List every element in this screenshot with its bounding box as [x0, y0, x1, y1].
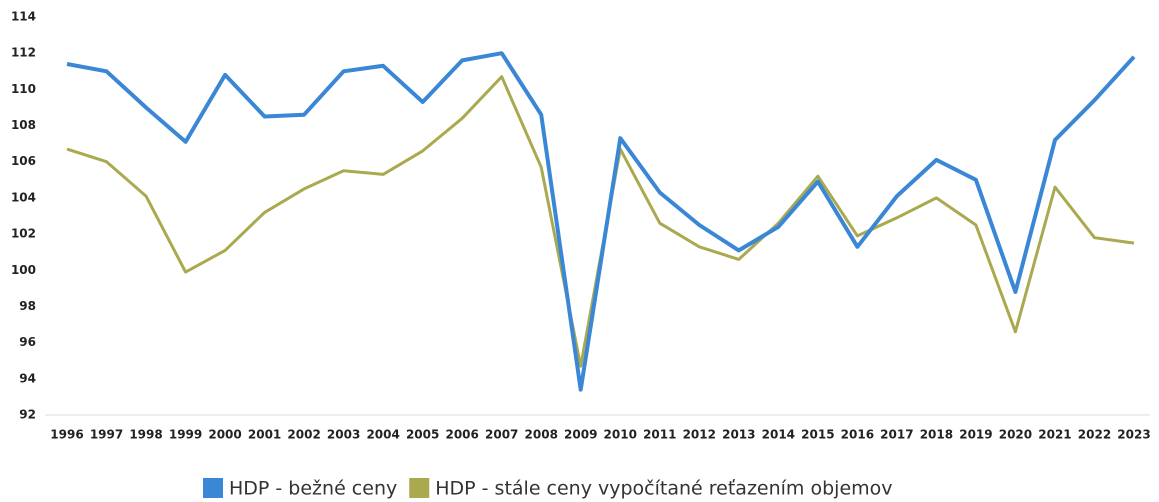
x-tick-label: 2013	[722, 428, 755, 442]
x-tick-label: 2002	[287, 428, 320, 442]
x-tick-label: 2015	[801, 428, 834, 442]
legend-label: HDP - stále ceny vypočítané reťazením ob…	[435, 478, 892, 500]
x-tick-label: 2001	[248, 428, 281, 442]
y-tick-label: 114	[11, 10, 36, 24]
x-tick-label: 2023	[1117, 428, 1150, 442]
x-tick-label: 2007	[485, 428, 518, 442]
x-tick-label: 1997	[90, 428, 123, 442]
x-tick-label: 2014	[762, 428, 795, 442]
y-tick-label: 94	[19, 371, 36, 385]
x-tick-label: 1996	[50, 428, 83, 442]
x-tick-label: 2010	[604, 428, 637, 442]
legend-swatch	[203, 478, 223, 498]
x-tick-label: 2006	[445, 428, 478, 442]
x-tick-label: 2009	[564, 428, 597, 442]
y-tick-label: 96	[19, 335, 36, 349]
x-tick-label: 2018	[920, 428, 953, 442]
x-tick-label: 2012	[683, 428, 716, 442]
y-tick-label: 98	[19, 299, 36, 313]
legend-label: HDP - bežné ceny	[229, 478, 397, 500]
y-tick-label: 108	[11, 118, 36, 132]
x-tick-label: 2020	[999, 428, 1032, 442]
line-series	[66, 51, 1136, 392]
y-tick-label: 104	[11, 190, 36, 204]
x-tick-label: 2016	[841, 428, 874, 442]
x-tick-label: 2022	[1078, 428, 1111, 442]
y-tick-label: 92	[19, 408, 36, 422]
y-tick-label: 110	[11, 82, 36, 96]
y-tick-label: 106	[11, 154, 36, 168]
y-tick-label: 102	[11, 227, 36, 241]
x-tick-label: 1998	[129, 428, 162, 442]
x-tick-label: 2003	[327, 428, 360, 442]
y-tick-label: 100	[11, 263, 36, 277]
x-tick-label: 1999	[169, 428, 202, 442]
x-tick-label: 2021	[1038, 428, 1071, 442]
x-tick-label: 2004	[366, 428, 399, 442]
x-tick-label: 2017	[880, 428, 913, 442]
x-tick-label: 2005	[406, 428, 439, 442]
y-tick-label: 112	[11, 46, 36, 60]
line-series	[66, 75, 1135, 368]
x-tick-label: 2000	[208, 428, 241, 442]
x-tick-label: 2008	[525, 428, 558, 442]
legend-swatch	[409, 478, 430, 498]
x-tick-label: 2011	[643, 428, 676, 442]
x-tick-label: 2019	[959, 428, 992, 442]
